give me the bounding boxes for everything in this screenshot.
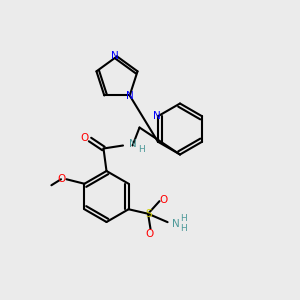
Text: N: N: [172, 219, 180, 229]
Text: O: O: [80, 133, 89, 143]
Text: H: H: [180, 214, 187, 223]
Text: H: H: [180, 224, 187, 233]
Text: H: H: [138, 145, 145, 154]
Text: N: N: [153, 111, 161, 121]
Text: O: O: [146, 229, 154, 239]
Text: N: N: [129, 139, 136, 149]
Text: N: N: [126, 91, 134, 101]
Text: O: O: [57, 174, 65, 184]
Text: O: O: [160, 195, 168, 205]
Text: S: S: [146, 209, 152, 219]
Text: N: N: [111, 51, 119, 61]
